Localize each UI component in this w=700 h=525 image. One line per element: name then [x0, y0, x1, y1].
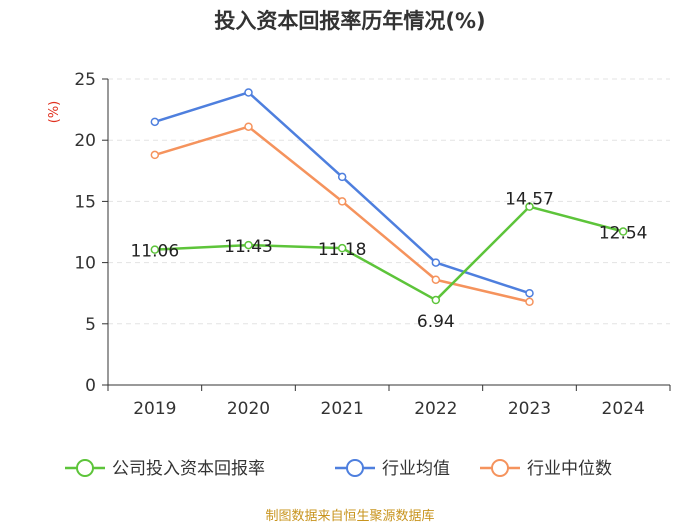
data-point[interactable] — [150, 150, 160, 160]
legend-marker — [346, 459, 364, 477]
data-label: 11.06 — [130, 242, 179, 262]
data-label: 11.43 — [224, 237, 273, 257]
axes: 0 5 10 15 20 25 2019 2020 2021 2022 2023 2024 — [74, 70, 671, 419]
data-label: 12.54 — [599, 224, 648, 244]
data-point[interactable] — [525, 202, 534, 211]
series-layer — [150, 88, 628, 307]
legend-marker — [76, 459, 94, 477]
y-tick-label: 15 — [74, 192, 96, 212]
data-point[interactable] — [337, 197, 347, 206]
data-label: 11.18 — [318, 240, 367, 260]
legend-item-0[interactable]: 公司投入资本回报率 — [65, 459, 265, 479]
data-point[interactable] — [337, 243, 347, 253]
legend-label: 公司投入资本回报率 — [112, 459, 265, 479]
x-tick-label: 2024 — [602, 399, 645, 419]
legend-label: 行业中位数 — [527, 459, 612, 479]
data-point[interactable] — [337, 172, 347, 182]
x-tick-label: 2020 — [227, 399, 270, 419]
y-tick-label: 0 — [85, 376, 96, 396]
data-point[interactable] — [244, 88, 253, 97]
legend-label: 行业均值 — [382, 459, 450, 479]
data-label: 6.94 — [417, 312, 455, 332]
data-point[interactable] — [525, 297, 534, 307]
y-tick-label: 20 — [74, 131, 96, 151]
y-gridlines — [108, 78, 670, 325]
data-point[interactable] — [525, 288, 534, 298]
data-point[interactable] — [431, 275, 441, 284]
y-tick-label: 25 — [74, 70, 96, 90]
legend[interactable]: 公司投入资本回报率 行业均值 行业中位数 — [65, 459, 612, 479]
data-point[interactable] — [618, 227, 628, 236]
x-tick-label: 2019 — [133, 399, 176, 419]
x-tick-label: 2022 — [414, 399, 457, 419]
data-label: 14.57 — [505, 190, 554, 210]
data-point[interactable] — [431, 258, 441, 267]
series-line-0 — [154, 205, 624, 302]
data-point[interactable] — [244, 122, 253, 131]
data-labels: 11.06 11.43 11.18 6.94 14.57 12.54 — [130, 190, 647, 332]
legend-item-2[interactable]: 行业中位数 — [480, 459, 612, 479]
y-tick-label: 5 — [85, 315, 96, 335]
y-axis-unit-label: (%) — [47, 101, 62, 124]
data-point[interactable] — [150, 117, 160, 127]
legend-marker — [491, 459, 509, 477]
data-point[interactable] — [150, 245, 160, 254]
y-tick-label: 10 — [74, 254, 96, 274]
x-tick-label: 2023 — [508, 399, 551, 419]
data-point[interactable] — [244, 240, 253, 250]
data-point[interactable] — [431, 295, 441, 305]
x-tick-label: 2021 — [321, 399, 364, 419]
source-note: 制图数据来自恒生聚源数据库 — [265, 508, 434, 524]
chart-title: 投入资本回报率历年情况(%) — [214, 9, 485, 33]
legend-item-1[interactable]: 行业均值 — [335, 459, 450, 479]
